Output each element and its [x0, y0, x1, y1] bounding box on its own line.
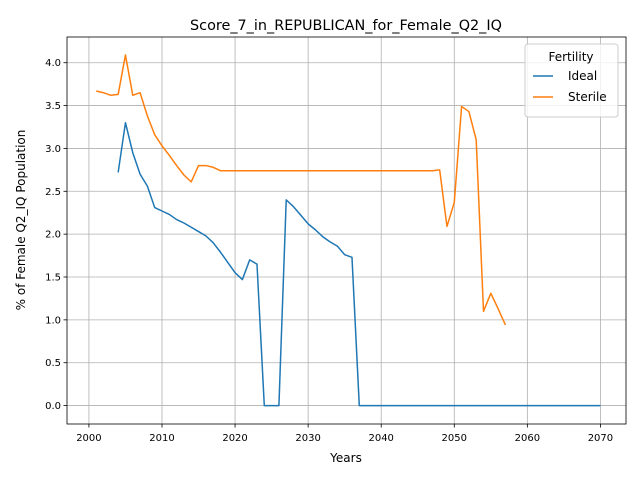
y-tick-label: 3.0: [45, 144, 61, 155]
x-tick-label: 2040: [368, 433, 393, 444]
legend-label-ideal: Ideal: [568, 69, 597, 83]
x-tick-label: 2000: [76, 433, 101, 444]
x-tick-label: 2030: [295, 433, 320, 444]
series-lines: [96, 54, 601, 407]
y-tick-label: 0.0: [45, 401, 61, 412]
y-tick-label: 1.5: [45, 273, 61, 284]
series-line-sterile: [96, 54, 507, 326]
y-tick-label: 1.0: [45, 315, 61, 326]
y-tick-label: 3.5: [45, 101, 61, 112]
y-tick-label: 0.5: [45, 358, 61, 369]
x-tick-label: 2060: [515, 433, 540, 444]
x-tick-label: 2010: [149, 433, 174, 444]
legend: Fertility Ideal Sterile: [524, 43, 619, 118]
x-tick-label: 2050: [442, 433, 467, 444]
y-tick-label: 2.5: [45, 187, 61, 198]
plot-frame: [66, 36, 627, 425]
legend-title: Fertility: [548, 50, 593, 64]
series-line-ideal: [117, 121, 601, 407]
chart-title: Score_7_in_REPUBLICAN_for_Female_Q2_IQ: [190, 18, 502, 34]
axis-ticks: 2000 2010 2020 2030 2040 2050 2060 2070 0.0 0.5 1.…: [45, 58, 613, 444]
y-axis-label: % of Female Q2_IQ Population: [14, 130, 28, 311]
legend-label-sterile: Sterile: [568, 90, 607, 104]
x-tick-label: 2070: [588, 433, 613, 444]
y-tick-label: 4.0: [45, 58, 61, 69]
x-axis-label: Years: [329, 451, 362, 465]
x-tick-label: 2020: [222, 433, 247, 444]
y-tick-label: 2.0: [45, 230, 61, 241]
legend-box: [524, 43, 619, 118]
